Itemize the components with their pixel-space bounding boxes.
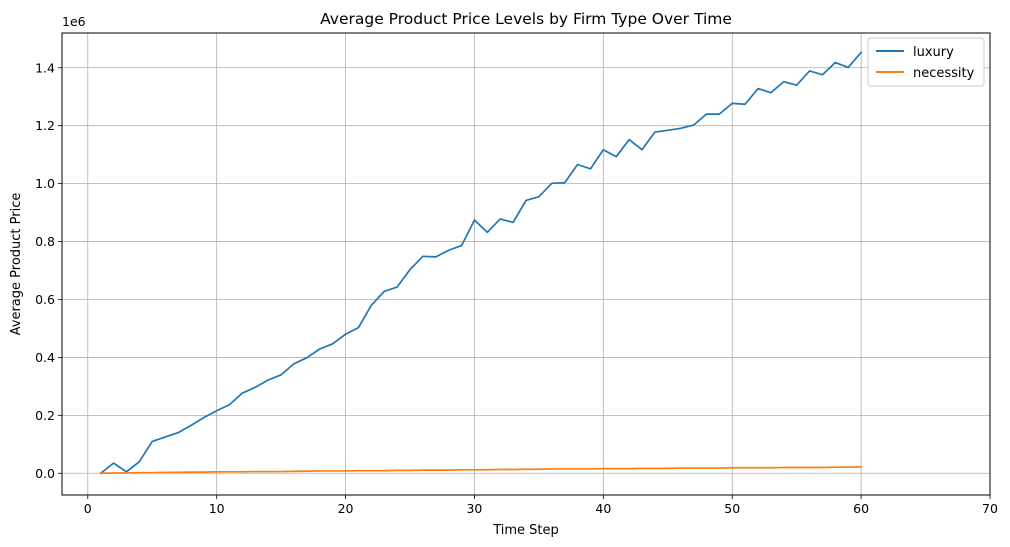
y-tick-label: 0.4 xyxy=(35,350,55,365)
x-tick-label: 20 xyxy=(338,501,354,516)
x-tick-label: 50 xyxy=(724,501,740,516)
y-tick-label: 0.6 xyxy=(35,292,55,307)
x-tick-label: 60 xyxy=(853,501,869,516)
legend-label-luxury: luxury xyxy=(913,45,954,60)
x-tick-label: 0 xyxy=(84,501,92,516)
y-tick-label: 1.4 xyxy=(35,60,55,75)
legend-label-necessity: necessity xyxy=(913,66,975,81)
y-axis-label: Average Product Price xyxy=(9,193,24,336)
grid xyxy=(62,33,991,495)
series-line-luxury xyxy=(99,51,863,475)
x-axis-ticks: 0 10 20 30 40 50 60 70 xyxy=(84,495,998,516)
y-offset-label: 1e6 xyxy=(62,14,86,29)
x-tick-label: 30 xyxy=(466,501,482,516)
series-lines xyxy=(99,51,863,475)
x-tick-label: 10 xyxy=(209,501,225,516)
x-tick-label: 70 xyxy=(982,501,998,516)
plot-frame xyxy=(61,32,991,496)
y-tick-label: 0.8 xyxy=(35,234,55,249)
x-tick-label: 40 xyxy=(595,501,611,516)
y-tick-label: 0.0 xyxy=(35,466,55,481)
series-line-necessity xyxy=(99,466,862,475)
y-axis-ticks: 0.0 0.2 0.4 0.6 0.8 1.0 1.2 1.4 xyxy=(35,60,62,481)
y-tick-label: 1.2 xyxy=(35,118,55,133)
x-axis-label: Time Step xyxy=(492,523,559,538)
chart-title: Average Product Price Levels by Firm Typ… xyxy=(320,10,732,28)
y-tick-label: 1.0 xyxy=(35,176,55,191)
legend: luxury necessity xyxy=(867,37,985,87)
y-tick-label: 0.2 xyxy=(35,408,55,423)
